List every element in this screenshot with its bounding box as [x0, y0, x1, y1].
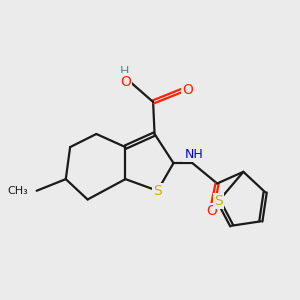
Text: S: S: [153, 184, 162, 198]
Text: H: H: [119, 65, 129, 78]
Text: O: O: [120, 75, 131, 88]
Text: O: O: [182, 83, 193, 97]
Text: CH₃: CH₃: [7, 186, 28, 196]
Text: O: O: [206, 204, 217, 218]
Text: S: S: [214, 194, 223, 208]
Text: NH: NH: [184, 148, 203, 161]
